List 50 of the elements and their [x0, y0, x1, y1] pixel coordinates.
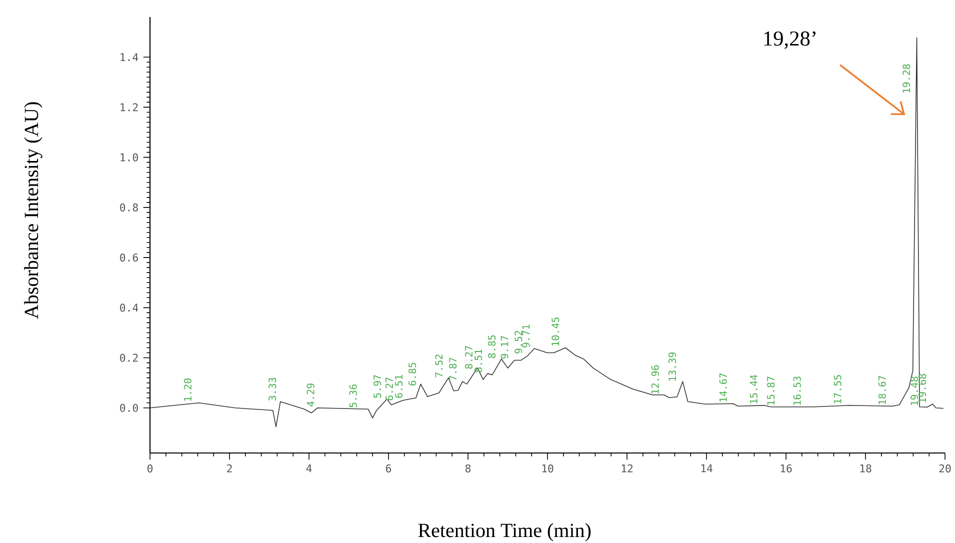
- x-tick-label: 18: [860, 464, 872, 472]
- x-tick-label: 2: [227, 464, 232, 472]
- annotation: 7.52: [435, 354, 443, 378]
- annotation: 9.71: [522, 324, 530, 348]
- annotation: 17.55: [834, 375, 842, 404]
- annotation: 15.44: [750, 374, 758, 404]
- x-tick-label: 6: [386, 464, 392, 472]
- x-tick-label: 4: [306, 464, 312, 472]
- annotation: 19,28’: [764, 31, 816, 49]
- annotation: 15.87: [767, 376, 775, 405]
- x-tick-label: 14: [701, 464, 712, 472]
- annotation: 12.96: [651, 365, 659, 394]
- annotation: 1.20: [184, 378, 192, 401]
- annotation: 6.85: [408, 362, 416, 386]
- annotation: 13.39: [668, 352, 676, 381]
- x-tick-label: 12: [622, 464, 633, 472]
- y-tick-label: 0.8: [120, 203, 138, 212]
- annotation: 8.51: [474, 349, 482, 372]
- annotation: 5.36: [349, 384, 357, 408]
- annotation: 4.29: [306, 384, 314, 406]
- y-tick-label: 1.4: [120, 53, 138, 61]
- x-axis-title: Retention Time (min): [418, 523, 591, 542]
- annotation: 9.52: [514, 330, 522, 354]
- annotation: 6.51: [394, 375, 403, 398]
- annotation: 19.28: [902, 64, 910, 93]
- y-tick-label: 0.2: [120, 354, 138, 362]
- annotation: 6.27: [385, 378, 394, 400]
- y-tick-label: 0.6: [120, 254, 138, 262]
- x-tick-label: 8: [465, 464, 471, 472]
- annotation: 8.85: [488, 335, 496, 358]
- annotation: 19.68: [918, 374, 926, 402]
- annotation: 18.67: [878, 376, 886, 404]
- annotation: 5.97: [374, 375, 382, 398]
- annotation: 16.53: [793, 376, 801, 405]
- x-tick-label: 20: [939, 464, 951, 472]
- y-tick-label: 0.4: [120, 304, 138, 312]
- annotation: 14.67: [719, 373, 727, 402]
- annotation: 7.87: [449, 358, 457, 380]
- annotation: 9.17: [500, 336, 508, 359]
- annotation: 10.45: [552, 318, 560, 346]
- annotation: 3.33: [268, 378, 276, 401]
- y-axis-title: Absorbance Intensity (AU): [24, 102, 42, 319]
- y-tick-label: 1.2: [120, 103, 138, 112]
- annotation: 8.27: [464, 346, 473, 369]
- y-tick-label: 1.0: [120, 153, 138, 162]
- x-tick-label: 16: [780, 464, 792, 472]
- x-tick-label: 10: [542, 464, 554, 472]
- y-tick-label: 0.0: [120, 404, 138, 412]
- annotation: 19.48: [910, 376, 918, 406]
- x-tick-label: 0: [147, 464, 153, 472]
